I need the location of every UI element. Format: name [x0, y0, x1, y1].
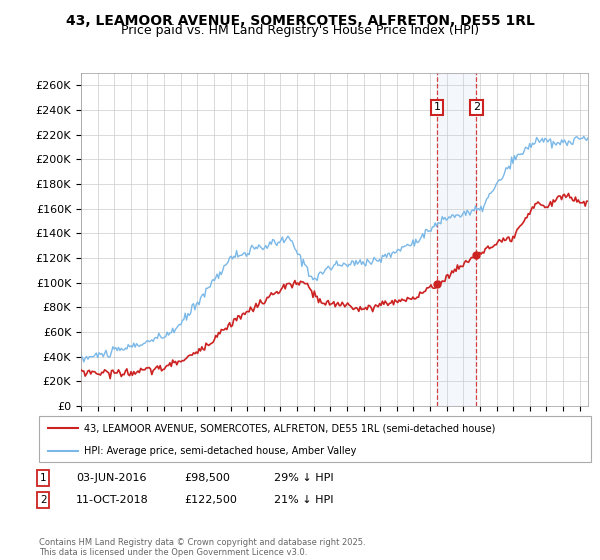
Text: Contains HM Land Registry data © Crown copyright and database right 2025.
This d: Contains HM Land Registry data © Crown c… [39, 538, 365, 557]
Text: HPI: Average price, semi-detached house, Amber Valley: HPI: Average price, semi-detached house,… [84, 446, 356, 455]
Text: 11-OCT-2018: 11-OCT-2018 [76, 495, 149, 505]
Text: 2: 2 [40, 495, 47, 505]
Text: 43, LEAMOOR AVENUE, SOMERCOTES, ALFRETON, DE55 1RL: 43, LEAMOOR AVENUE, SOMERCOTES, ALFRETON… [65, 14, 535, 28]
Text: 29% ↓ HPI: 29% ↓ HPI [274, 473, 334, 483]
Text: £122,500: £122,500 [184, 495, 237, 505]
Text: 1: 1 [40, 473, 47, 483]
Text: 21% ↓ HPI: 21% ↓ HPI [274, 495, 334, 505]
Text: £98,500: £98,500 [184, 473, 230, 483]
Text: 43, LEAMOOR AVENUE, SOMERCOTES, ALFRETON, DE55 1RL (semi-detached house): 43, LEAMOOR AVENUE, SOMERCOTES, ALFRETON… [84, 423, 496, 433]
Text: 03-JUN-2016: 03-JUN-2016 [76, 473, 146, 483]
Bar [437, 73, 476, 406]
Text: 1: 1 [434, 102, 440, 113]
Text: Price paid vs. HM Land Registry's House Price Index (HPI): Price paid vs. HM Land Registry's House … [121, 24, 479, 37]
Text: 2: 2 [473, 102, 480, 113]
